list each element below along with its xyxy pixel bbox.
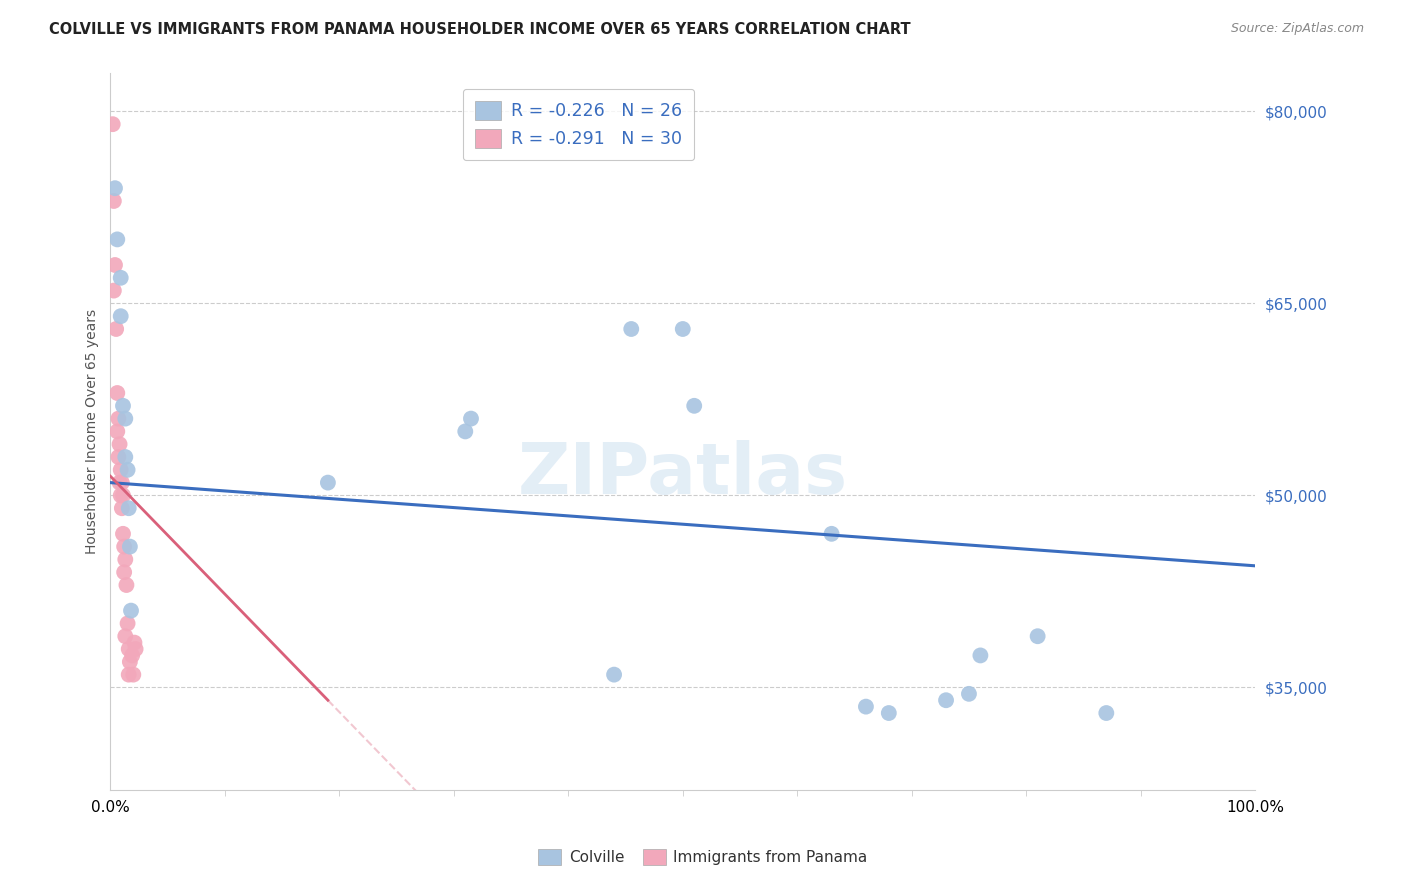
Point (120, 604, 142, 618)
Point (115, 578, 138, 592)
Point (620, 322, 643, 336)
Point (105, 425, 128, 439)
Point (111, 399, 134, 413)
Point (110, 309, 132, 323)
Point (117, 616, 139, 631)
Point (118, 501, 141, 516)
Point (111, 488, 134, 502)
Point (107, 450, 129, 464)
Point (124, 635, 146, 649)
Point (111, 475, 134, 490)
Point (104, 258, 127, 272)
Point (118, 655, 141, 669)
Point (603, 667, 626, 681)
Point (855, 699, 877, 714)
Point (820, 526, 842, 541)
Point (1026, 629, 1049, 643)
Point (969, 648, 991, 663)
Point (114, 450, 136, 464)
Point (103, 194, 125, 208)
Point (110, 488, 132, 502)
Point (107, 411, 129, 425)
Point (112, 540, 135, 554)
Point (105, 232, 128, 246)
Point (103, 284, 125, 298)
Point (118, 667, 141, 681)
Point (957, 687, 980, 701)
Text: COLVILLE VS IMMIGRANTS FROM PANAMA HOUSEHOLDER INCOME OVER 65 YEARS CORRELATION : COLVILLE VS IMMIGRANTS FROM PANAMA HOUSE… (49, 22, 911, 37)
Text: ZIPatlas: ZIPatlas (517, 440, 848, 509)
Point (118, 540, 141, 554)
Point (114, 552, 136, 566)
Point (124, 642, 146, 657)
Text: Source: ZipAtlas.com: Source: ZipAtlas.com (1230, 22, 1364, 36)
Legend: R = -0.226   N = 26, R = -0.291   N = 30: R = -0.226 N = 26, R = -0.291 N = 30 (463, 89, 695, 161)
Point (118, 642, 141, 657)
Point (1095, 706, 1118, 720)
Point (101, 117, 124, 131)
Point (110, 463, 132, 477)
Point (114, 629, 136, 643)
Point (105, 386, 128, 401)
Point (105, 322, 128, 336)
Point (112, 566, 135, 580)
Point (117, 463, 139, 477)
Point (122, 667, 145, 681)
Point (108, 475, 131, 490)
Point (110, 270, 132, 285)
Point (104, 181, 127, 195)
Point (114, 411, 136, 425)
Point (877, 706, 900, 720)
Point (316, 475, 339, 490)
Point (108, 437, 131, 451)
Point (111, 501, 134, 516)
Point (672, 322, 695, 336)
Point (460, 411, 482, 425)
Point (683, 399, 706, 413)
Point (935, 693, 957, 707)
Legend: Colville, Immigrants from Panama: Colville, Immigrants from Panama (533, 843, 873, 871)
Y-axis label: Householder Income Over 65 years: Householder Income Over 65 years (86, 309, 100, 554)
Point (111, 526, 134, 541)
Point (121, 648, 143, 663)
Point (454, 425, 477, 439)
